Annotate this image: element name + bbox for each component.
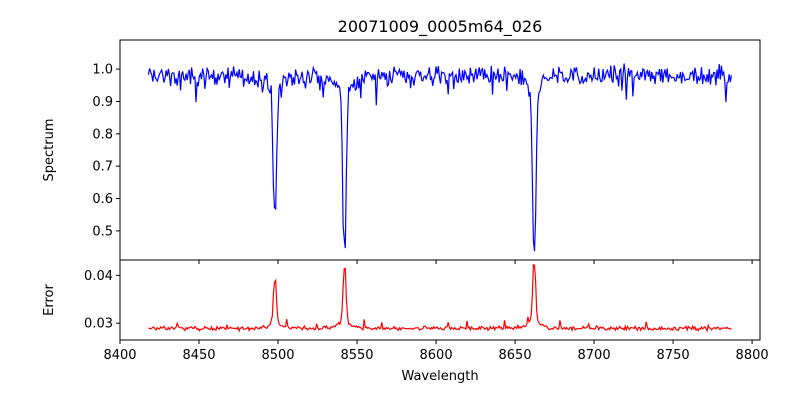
error-x-tick-label: 8600 — [420, 348, 453, 363]
spectrum-y-tick-label: 0.9 — [92, 95, 113, 110]
error-x-tick-label: 8650 — [499, 348, 532, 363]
chart-title: 20071009_0005m64_026 — [338, 17, 543, 37]
error-x-tick-label: 8800 — [736, 348, 769, 363]
error-x-tick-label: 8750 — [657, 348, 690, 363]
spectrum-y-tick-label: 0.5 — [92, 224, 113, 239]
spectrum-series-line — [147, 63, 732, 252]
error-y-axis-label: Error — [42, 284, 57, 316]
spectrum-y-tick-label: 1.0 — [92, 63, 113, 78]
error-panel: 0.03 0.04 8400 8450 8500 8550 8600 8650 8700 875… — [42, 259, 769, 384]
spectrum-panel: 0.5 0.6 0.7 0.8 0.9 1.0 Spectrum — [42, 39, 761, 264]
error-series-line — [148, 263, 732, 333]
error-x-tick-label: 8500 — [261, 348, 294, 363]
x-axis-label: Wavelength — [401, 369, 478, 384]
spectrum-y-tick-label: 0.8 — [92, 127, 113, 142]
error-x-tick-label: 8550 — [340, 348, 373, 363]
spectrum-y-axis-label: Spectrum — [42, 119, 57, 182]
error-y-tick-label: 0.04 — [84, 269, 113, 284]
spectrum-y-tick-label: 0.6 — [92, 192, 113, 207]
error-y-tick-label: 0.03 — [84, 317, 113, 332]
error-panel-frame — [119, 259, 761, 341]
error-x-tick-label: 8700 — [578, 348, 611, 363]
error-x-tick-label: 8400 — [103, 348, 136, 363]
spectrum-y-tick-label: 0.7 — [92, 160, 113, 175]
error-x-tick-label: 8450 — [182, 348, 215, 363]
